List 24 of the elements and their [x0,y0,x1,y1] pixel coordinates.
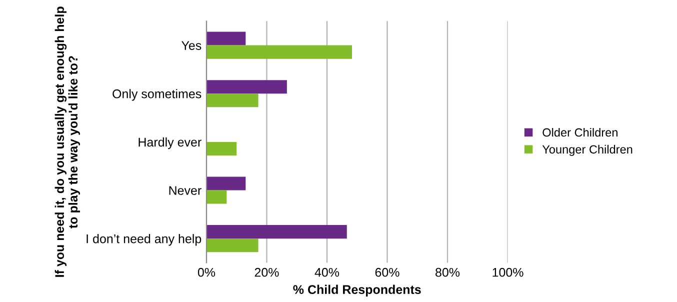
bar [206,225,347,239]
bar [206,142,237,156]
bar [206,32,246,46]
bar [206,80,287,94]
x-tick-label: 60% [375,268,400,277]
x-tick-label: 0% [198,268,216,277]
bar [206,190,227,204]
bar [206,176,246,190]
y-tick-label: Hardly ever [138,137,202,150]
bar [206,45,352,59]
x-tick-label: 80% [436,268,460,277]
x-axis-title: % Child Respondents [293,284,421,296]
y-tick-label: Never [169,186,202,195]
y-tick-label: I don’t need any help [86,234,202,246]
bar [206,94,258,108]
bar [206,238,258,252]
x-tick-label: 20% [254,268,279,277]
x-tick-label: 100% [492,268,524,277]
x-tick-label: 40% [314,268,340,277]
y-tick-label: Only sometimes [112,89,202,101]
legend-label: Older Children [542,128,618,137]
y-axis-title: If you need it, do you usually get enough help to play the way you'd like to? [54,6,80,277]
y-tick-label: Yes [182,41,202,50]
legend-label: Younger Children [542,144,632,156]
